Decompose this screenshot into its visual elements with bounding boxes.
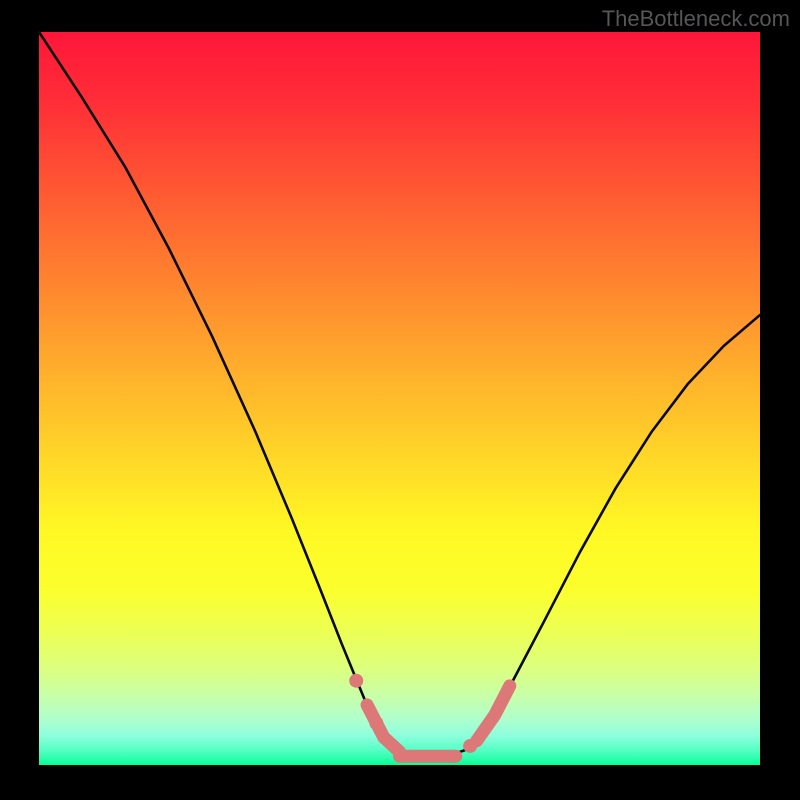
highlight-dot-left-1 [369,716,383,730]
highlight-dot-right [463,739,477,753]
plot-background [39,32,760,765]
watermark-text: TheBottleneck.com [602,6,790,32]
bottleneck-curve-chart [0,0,800,800]
chart-root: TheBottleneck.com [0,0,800,800]
highlight-dot-left-0 [349,674,363,688]
